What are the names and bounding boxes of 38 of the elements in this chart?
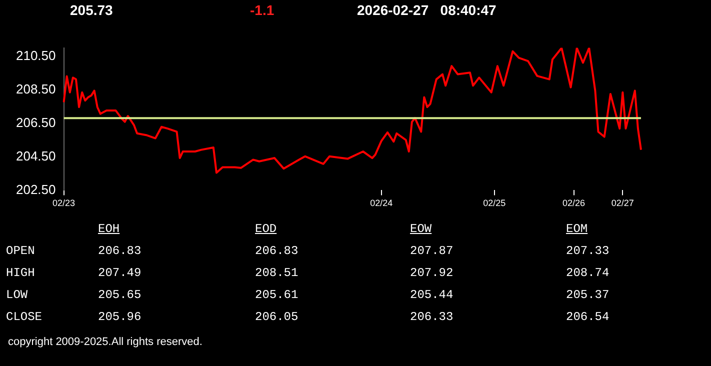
text: 205.37 bbox=[566, 288, 610, 302]
text: 206.54 bbox=[566, 310, 610, 324]
text: 206.33 bbox=[410, 310, 454, 324]
category-label: EOW bbox=[410, 222, 432, 236]
text: 207.92 bbox=[410, 266, 454, 280]
text: 205.96 bbox=[98, 310, 142, 324]
x-tick-label: 02/23 bbox=[52, 198, 76, 208]
text: 206.83 bbox=[98, 244, 142, 258]
text: 207.33 bbox=[566, 244, 610, 258]
x-tick-label: 02/25 bbox=[483, 198, 506, 208]
text: copyright 2009-2025.All rights reserved. bbox=[8, 336, 202, 348]
y-tick-label: 204.50 bbox=[16, 148, 56, 164]
text: 205.44 bbox=[410, 288, 454, 302]
text: 205.61 bbox=[255, 288, 298, 302]
y-tick-label: 208.50 bbox=[16, 81, 56, 96]
text: 2026-02-27 08:40:47 bbox=[357, 2, 496, 18]
x-tick-label: 02/24 bbox=[370, 198, 393, 208]
category-label: EOM bbox=[566, 222, 588, 236]
x-tick-label: 02/26 bbox=[562, 198, 586, 208]
y-tick-label: 210.50 bbox=[16, 48, 56, 63]
category-label: CLOSE bbox=[6, 310, 42, 324]
text: 207.87 bbox=[410, 244, 454, 258]
category-label: EOD bbox=[255, 222, 277, 236]
text: 205.73 bbox=[70, 2, 113, 18]
category-label: OPEN bbox=[6, 244, 35, 258]
text: 207.49 bbox=[98, 266, 142, 280]
y-tick-label: 206.50 bbox=[16, 114, 56, 130]
text: 206.05 bbox=[255, 310, 298, 324]
x-tick-label: 02/27 bbox=[611, 198, 634, 208]
text: -1.1 bbox=[250, 2, 274, 18]
text: 208.74 bbox=[566, 266, 610, 280]
category-label: HIGH bbox=[6, 266, 35, 280]
category-label: EOH bbox=[98, 222, 120, 236]
y-tick-label: 202.50 bbox=[16, 182, 56, 197]
text: 205.65 bbox=[98, 288, 142, 302]
text: 208.51 bbox=[255, 266, 298, 280]
category-label: LOW bbox=[6, 288, 28, 302]
text: 206.83 bbox=[255, 244, 298, 258]
